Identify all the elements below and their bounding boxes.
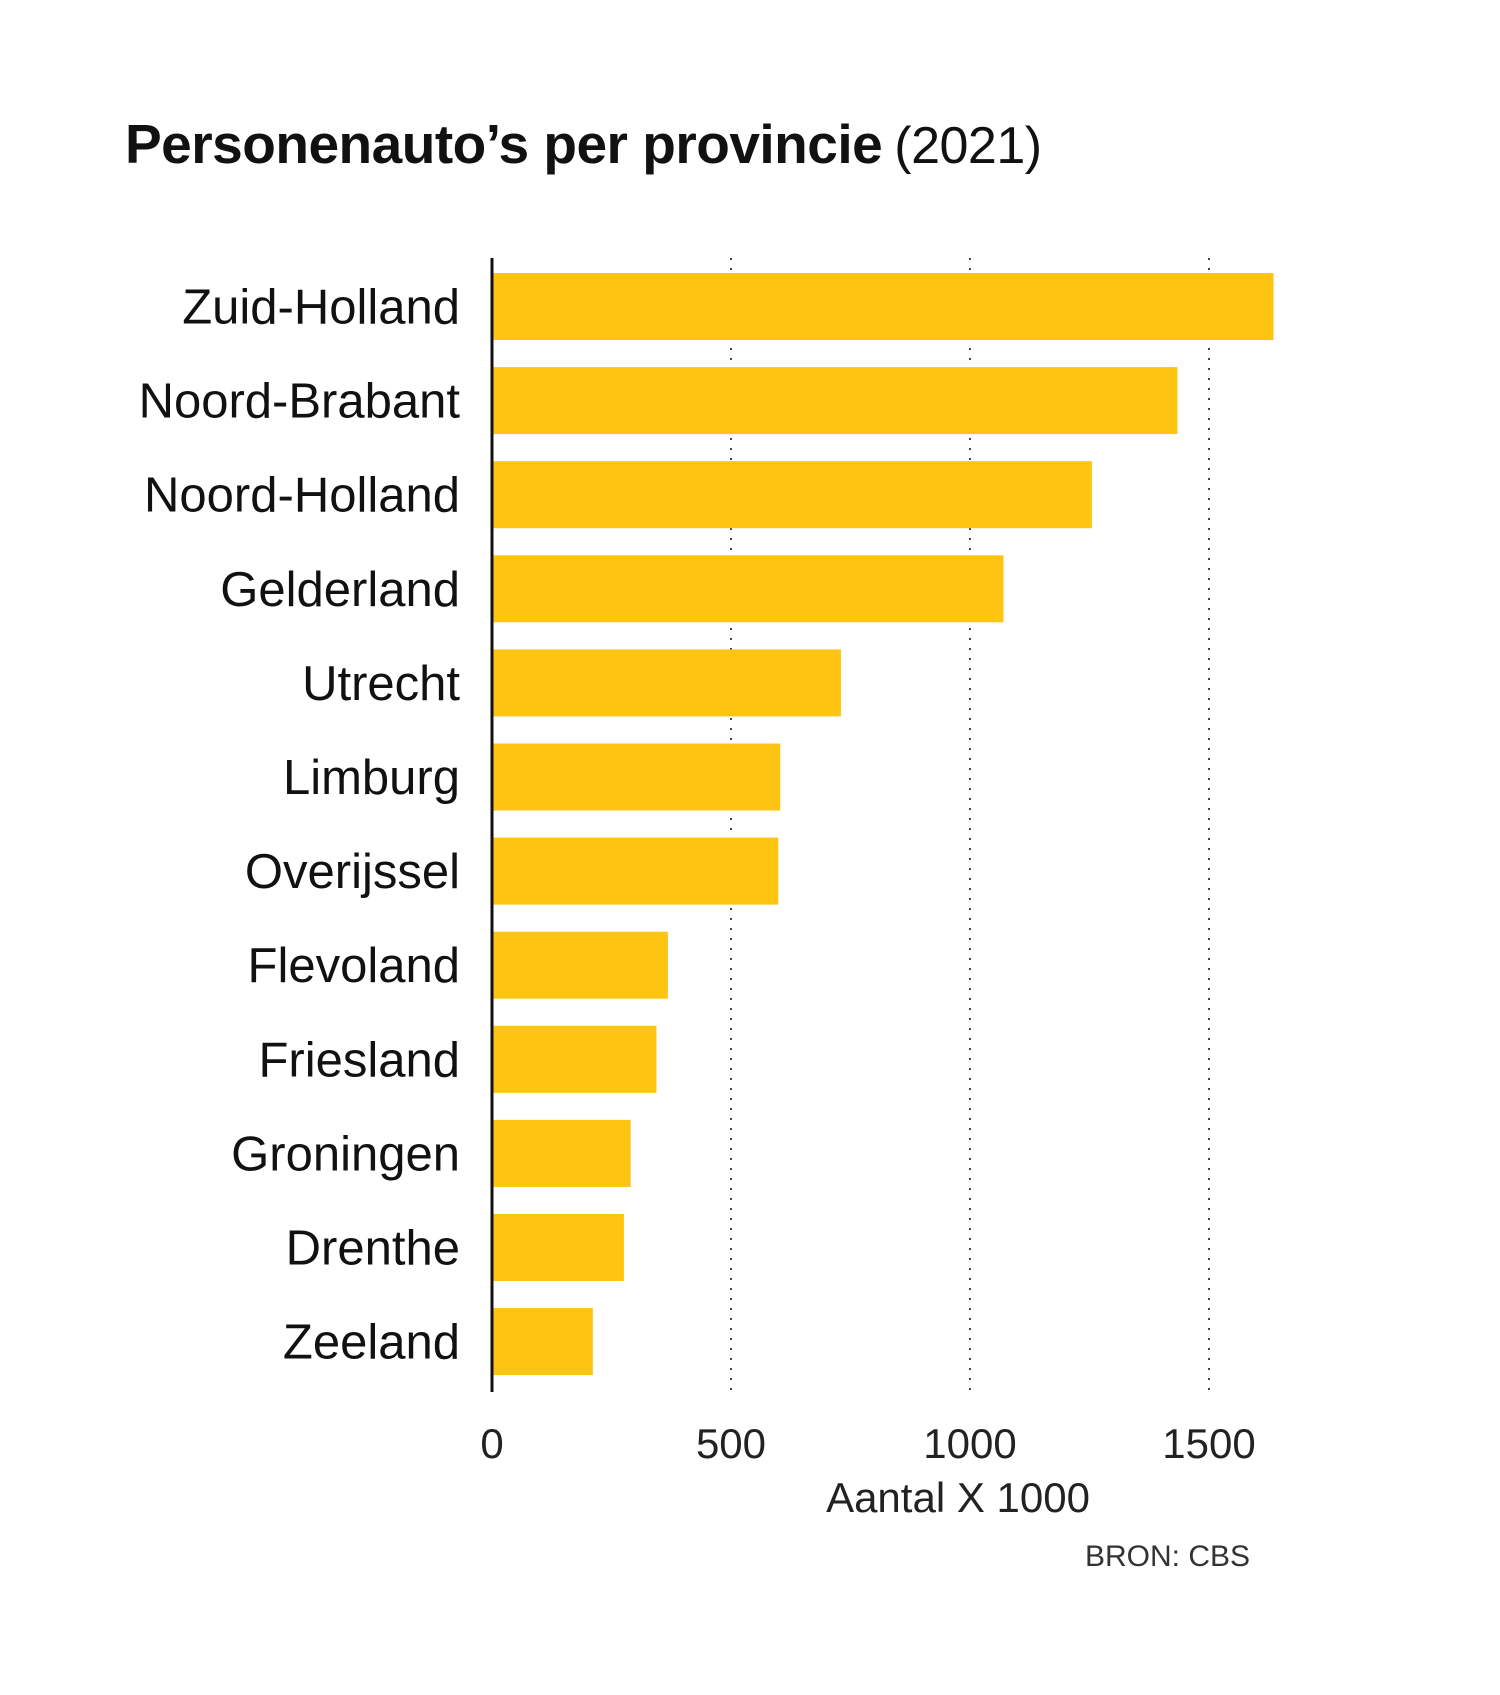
bar-drenthe (492, 1214, 624, 1281)
chart-title-block: Personenauto’s per provincie (2021) (125, 112, 1042, 176)
category-label: Gelderland (220, 563, 460, 617)
category-label: Flevoland (248, 939, 460, 993)
bar-noord-brabant (492, 367, 1178, 435)
category-label: Limburg (283, 751, 460, 805)
category-label: Noord-Brabant (139, 375, 461, 429)
bar-noord-holland (492, 461, 1092, 529)
chart-subtitle: (2021) (894, 117, 1042, 175)
bars (492, 273, 1274, 1376)
bar-zuid-holland (492, 273, 1274, 340)
category-label: Groningen (231, 1127, 460, 1181)
category-labels: Zuid-Holland Noord-Brabant Noord-Holland Ge… (139, 281, 461, 1370)
bar-overijssel (492, 837, 779, 905)
category-label: Friesland (258, 1033, 460, 1087)
x-tick-label: 1500 (1162, 1420, 1255, 1467)
x-tick-label: 500 (696, 1420, 766, 1467)
x-axis-title: Aantal X 1000 (826, 1474, 1090, 1521)
category-label: Overijssel (245, 845, 460, 899)
bar-limburg (492, 743, 781, 811)
x-tick-labels: 0 500 1000 1500 (480, 1420, 1255, 1467)
bar-flevoland (492, 931, 668, 999)
chart-title: Personenauto’s per provincie (125, 113, 883, 175)
category-label: Utrecht (302, 657, 460, 711)
bar-utrecht (492, 649, 841, 717)
category-label: Zuid-Holland (182, 281, 460, 335)
category-label: Zeeland (283, 1316, 460, 1370)
x-tick-label: 1000 (923, 1420, 1016, 1467)
x-tick-label: 0 (480, 1420, 503, 1467)
category-label: Noord-Holland (144, 469, 460, 523)
bar-friesland (492, 1025, 657, 1093)
source-note: BRON: CBS (1085, 1540, 1250, 1573)
category-label: Drenthe (286, 1222, 460, 1276)
bar-zeeland (492, 1308, 593, 1376)
bar-groningen (492, 1119, 631, 1187)
bar-gelderland (492, 555, 1004, 623)
